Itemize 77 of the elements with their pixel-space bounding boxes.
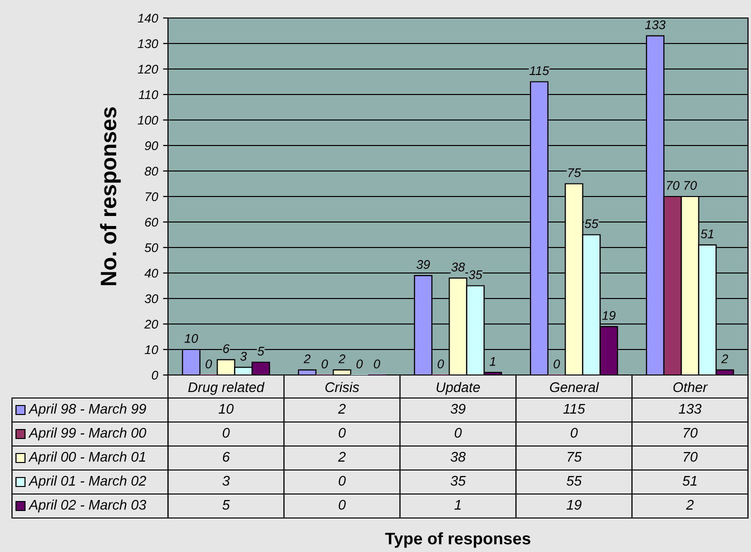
data-label: 10	[184, 334, 198, 343]
data-label: 2	[686, 500, 694, 510]
data-label: 35	[450, 476, 466, 486]
data-label: 55	[584, 219, 598, 228]
data-label: 133	[645, 20, 666, 30]
legend-label: April 02 - March 03	[28, 500, 146, 512]
data-label: 2	[338, 452, 346, 462]
data-label: 0	[338, 500, 346, 510]
x-tick-label: General	[550, 382, 600, 392]
data-label: 39	[416, 260, 430, 269]
x-tick-label: Other	[673, 382, 708, 392]
data-label: 75	[568, 452, 582, 462]
y-tick-label: 110	[138, 90, 158, 100]
data-label: 19	[602, 311, 616, 320]
y-axis-title: No. of responses	[100, 107, 121, 286]
data-label: 0	[338, 428, 346, 438]
data-label: 70	[684, 428, 698, 438]
data-label: 0	[206, 360, 212, 368]
x-tick-label: Crisis	[325, 382, 360, 392]
y-tick-label: 60	[145, 218, 158, 227]
y-tick-label: 80	[144, 166, 158, 176]
y-tick-label: 70	[146, 192, 158, 202]
data-label: 0	[438, 360, 444, 368]
data-label: 1	[490, 357, 496, 366]
data-label: 133	[678, 404, 702, 414]
data-label: 55	[566, 476, 582, 486]
data-label: 0	[222, 428, 230, 438]
y-tick-label: 40	[144, 268, 158, 278]
data-label: 6	[222, 452, 230, 462]
data-label: 3	[240, 352, 247, 361]
text: Type of responses	[385, 532, 530, 548]
data-label: 115	[530, 66, 550, 76]
data-label: 70	[684, 181, 697, 190]
y-tick-label: 0	[152, 370, 158, 380]
x-tick-label: Drug related	[188, 382, 265, 395]
legend-label: April 99 - March 00	[28, 428, 146, 440]
data-label: 70	[666, 181, 680, 190]
legend-label: April 01 - March 02	[28, 476, 146, 488]
data-label: 0	[454, 428, 462, 438]
data-label: 115	[563, 404, 586, 414]
y-tick-label: 90	[144, 141, 158, 150]
data-label: 0	[374, 360, 380, 368]
y-tick-label: 120	[138, 64, 158, 74]
y-tick-label: 130	[138, 39, 158, 48]
data-label: 51	[682, 476, 697, 486]
x-tick-label: Update	[436, 382, 480, 395]
y-tick-label: 100	[138, 116, 158, 125]
data-label: 70	[684, 452, 698, 462]
data-label: 0	[356, 360, 363, 368]
data-label: 35	[468, 270, 482, 280]
y-tick-label: 140	[138, 14, 158, 23]
data-label: 0	[338, 476, 346, 486]
data-label: 19	[566, 500, 582, 510]
y-tick-label: 50	[144, 243, 158, 252]
legend-label: April 00 - March 01	[28, 452, 146, 464]
data-label: 1	[454, 500, 461, 510]
y-tick-label: 20	[144, 320, 158, 329]
data-label: 2	[304, 354, 310, 364]
data-label: 0	[554, 360, 560, 368]
data-label: 2	[721, 354, 728, 364]
y-tick-label: 30	[144, 294, 158, 304]
data-label: 5	[258, 346, 264, 356]
y-tick-label: 10	[144, 345, 158, 354]
data-label: 10	[218, 404, 234, 414]
data-label: 0	[322, 360, 328, 368]
data-label: 5	[222, 500, 230, 510]
data-label: 0	[570, 428, 578, 438]
data-label: 39	[450, 404, 466, 414]
data-label: 38	[451, 262, 465, 272]
data-label: 75	[568, 168, 581, 178]
data-label: 6	[223, 344, 230, 354]
legend-label: April 98 - March 99	[28, 404, 146, 416]
data-label: 2	[338, 354, 346, 364]
data-label: 51	[700, 230, 714, 238]
data-label: 2	[338, 404, 346, 414]
data-label: 38	[450, 452, 466, 462]
data-label: 3	[222, 476, 230, 486]
